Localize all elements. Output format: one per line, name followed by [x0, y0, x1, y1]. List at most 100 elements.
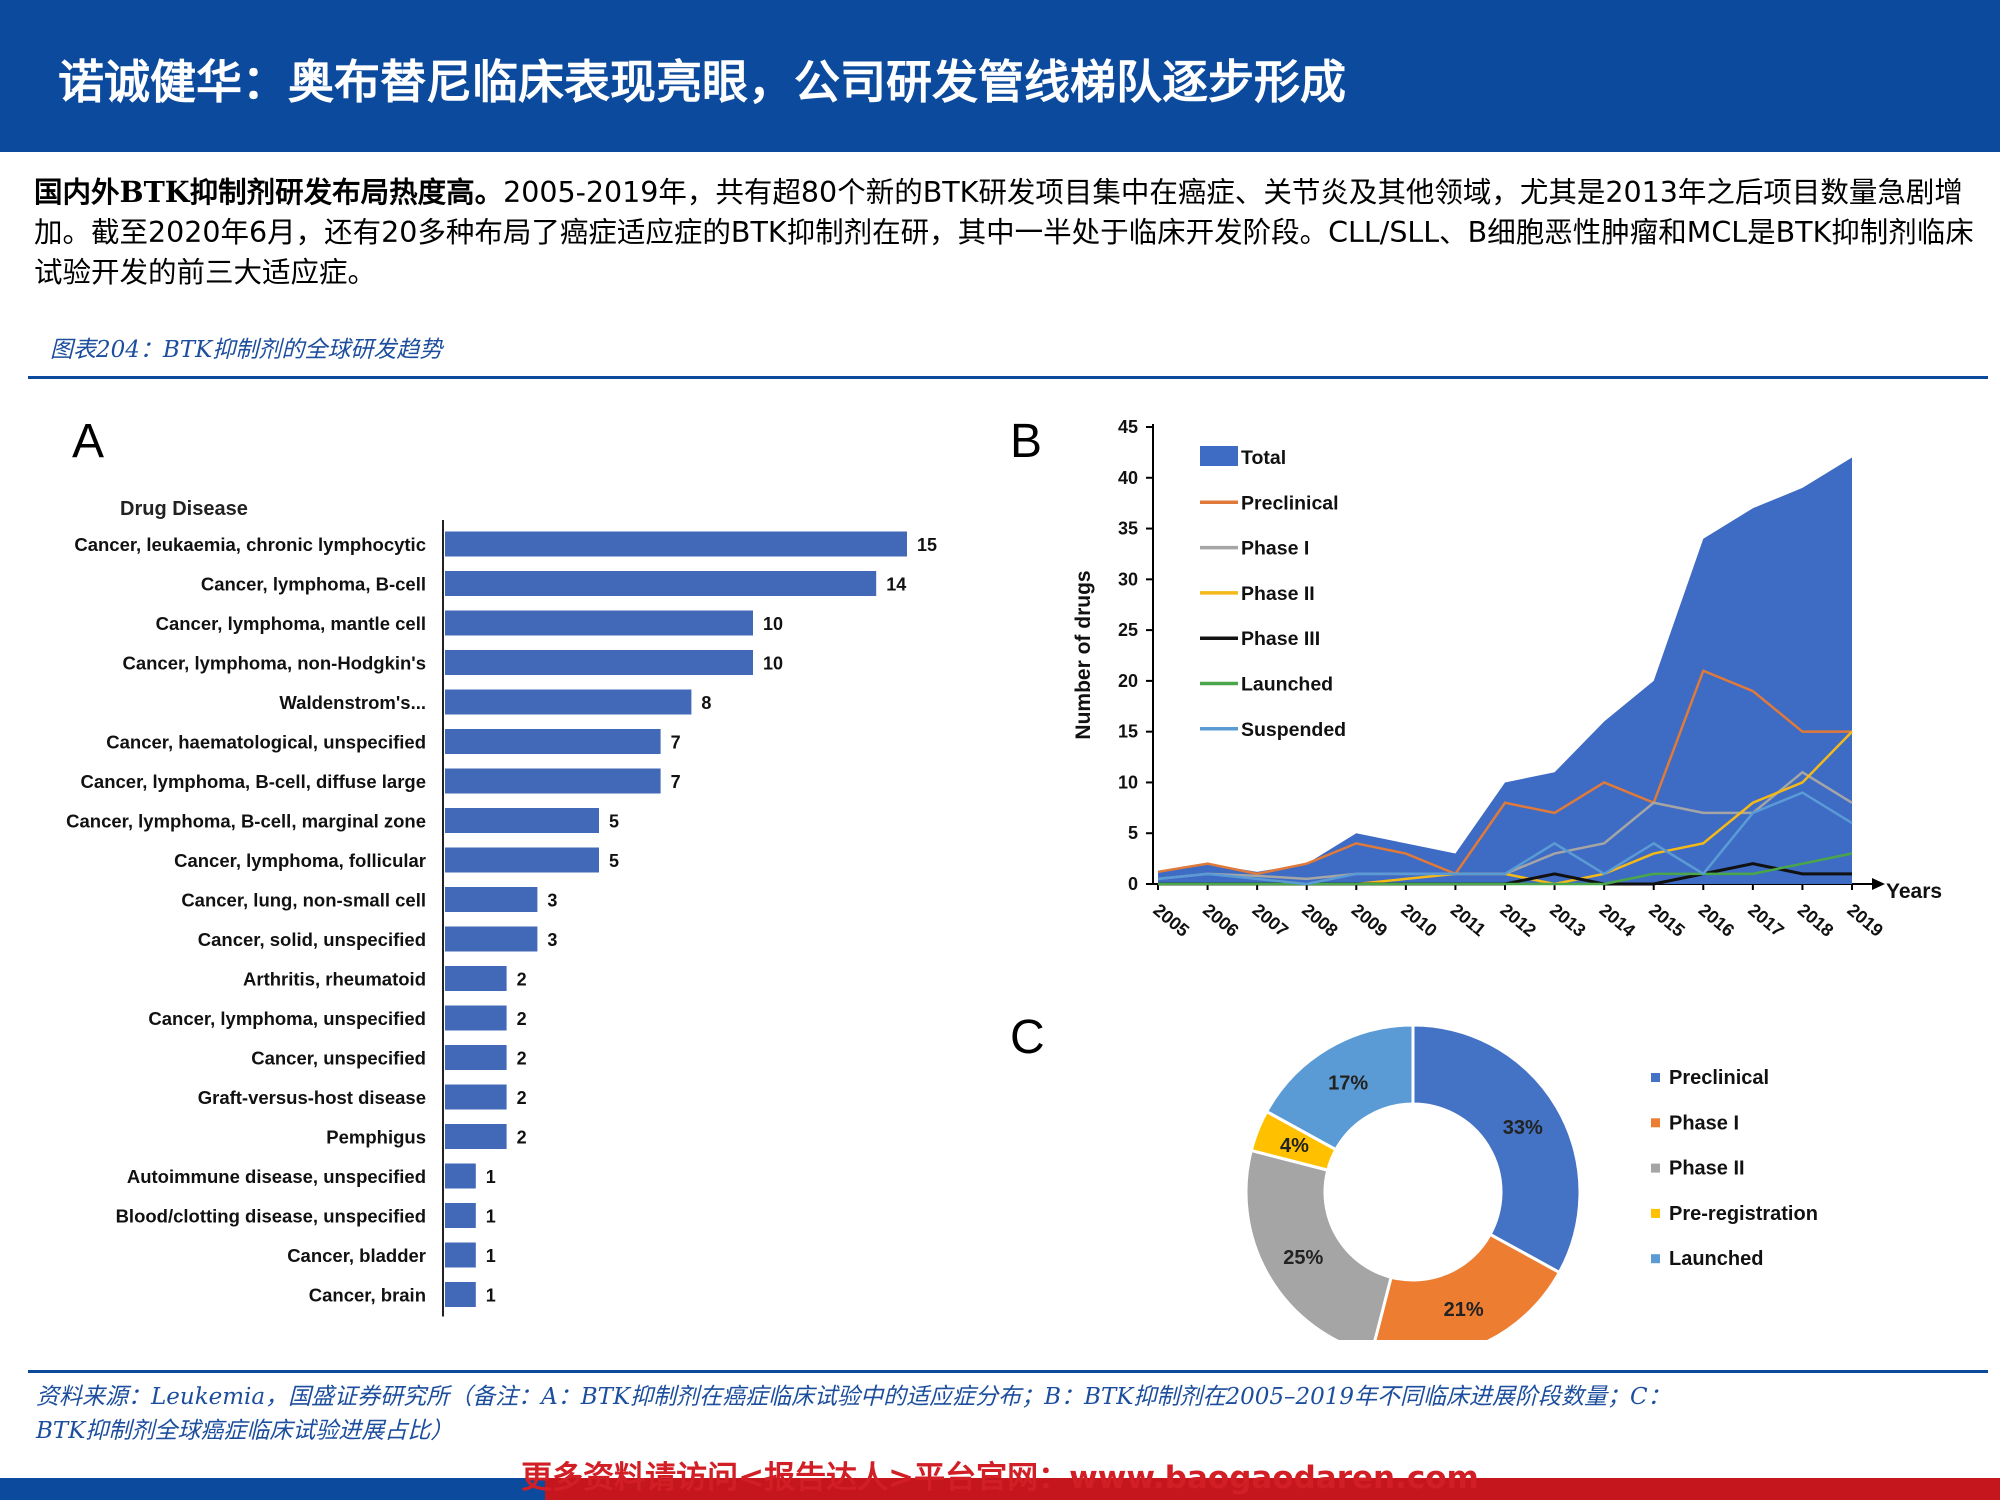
bar-value-label: 1 [486, 1286, 496, 1306]
bar-category-label: Arthritis, rheumatoid [243, 969, 426, 990]
bar [445, 1084, 507, 1110]
bar-category-label: Cancer, lymphoma, mantle cell [156, 613, 426, 634]
bar-category-label: Cancer, lymphoma, B-cell, marginal zone [66, 811, 426, 832]
bar-value-label: 2 [517, 1088, 527, 1108]
bar-value-label: 1 [486, 1246, 496, 1266]
chart-b-x-axis-label: Years [1886, 880, 1942, 903]
series-area-total [1158, 457, 1852, 884]
donut-slice-label: 21% [1444, 1299, 1484, 1321]
chart-b-y-tick-label: 0 [1128, 874, 1138, 894]
bar-value-label: 7 [671, 733, 681, 753]
bar-category-label: Autoimmune disease, unspecified [127, 1166, 426, 1187]
bottom-divider [28, 1370, 1988, 1373]
legend-label: Phase I [1241, 538, 1309, 560]
intro-body: 2005-2019年，共有超80个新的BTK研发项目集中在癌症、关节炎及其他领域… [34, 176, 1974, 289]
bar-category-label: Pemphigus [326, 1127, 426, 1148]
bar-category-label: Cancer, lymphoma, B-cell [201, 574, 426, 595]
bar [445, 1203, 476, 1228]
chart-a-title: Drug Disease [120, 498, 248, 520]
legend-label: Launched [1241, 674, 1333, 696]
donut-slice-label: 4% [1280, 1135, 1309, 1157]
legend-label: Total [1241, 447, 1286, 469]
bar-value-label: 10 [763, 614, 783, 634]
bar-category-label: Cancer, brain [309, 1285, 426, 1306]
bar-category-label: Cancer, lymphoma, B-cell, diffuse large [81, 771, 426, 792]
bar-category-label: Graft-versus-host disease [198, 1087, 426, 1108]
bar [445, 689, 692, 715]
chart-b-y-axis-label: Number of drugs [1072, 570, 1095, 739]
bar [445, 1005, 507, 1031]
bar-value-label: 1 [486, 1167, 496, 1187]
bar-category-label: Cancer, lung, non-small cell [181, 890, 426, 911]
bar-value-label: 7 [671, 772, 681, 792]
legend-label: Preclinical [1669, 1067, 1769, 1089]
chart-b-y-tick-label: 20 [1118, 671, 1138, 691]
chart-c-donut: 33% 21% 25% 4% 17% Preclinical Phase I Phase II… [1244, 1023, 1818, 1340]
bar [445, 531, 907, 557]
bar-value-label: 10 [763, 654, 783, 674]
bar [445, 1124, 507, 1149]
donut-slice-label: 25% [1283, 1247, 1323, 1269]
bar [445, 729, 661, 754]
chart-b-y-tick-label: 5 [1128, 823, 1138, 843]
bar [445, 571, 877, 596]
legend-swatch [1651, 1254, 1660, 1264]
bar [445, 1163, 476, 1189]
bar [445, 966, 507, 991]
legend-swatch [1651, 1208, 1660, 1218]
chart-b-x-tick-label: 2013 [1546, 900, 1590, 941]
bar-category-label: Cancer, unspecified [251, 1048, 426, 1069]
bar [445, 1045, 507, 1070]
chart-b-x-tick-label: 2009 [1348, 900, 1392, 941]
chart-b-x-tick-label: 2019 [1843, 900, 1887, 941]
source-line-2: BTK抑制剂全球癌症临床试验进展占比） [36, 1418, 454, 1444]
bar [445, 650, 753, 675]
legend-swatch [1651, 1118, 1660, 1128]
chart-b-y-tick-label: 40 [1118, 468, 1138, 488]
panel-b-letter: B [1010, 415, 1043, 468]
top-divider [28, 376, 1988, 379]
bar [445, 610, 753, 636]
bar-value-label: 2 [517, 1128, 527, 1148]
chart-b-x-tick-label: 2010 [1397, 900, 1441, 941]
legend-swatch [1200, 446, 1238, 466]
series-line-preclinical [1157, 669, 1852, 876]
donut-slice [1411, 1023, 1582, 1275]
header-bar [0, 0, 2000, 152]
figure-caption: 图表204：BTK抑制剂的全球研发趋势 [50, 337, 443, 363]
chart-b-x-tick-label: 2008 [1298, 900, 1342, 941]
bar [445, 808, 599, 833]
bar [445, 768, 661, 794]
bar-category-label: Cancer, leukaemia, chronic lymphocytic [74, 534, 426, 555]
chart-b-y-tick-label: 25 [1118, 620, 1138, 640]
legend-label: Phase III [1241, 628, 1320, 650]
bar-value-label: 1 [486, 1207, 496, 1227]
bar-value-label: 3 [547, 930, 557, 950]
chart-b-x-tick-label: 2006 [1199, 900, 1243, 941]
bar-category-label: Cancer, lymphoma, unspecified [148, 1008, 426, 1029]
donut-slice [1373, 1232, 1562, 1340]
chart-b-x-tick-label: 2005 [1149, 900, 1193, 941]
chart-b-x-tick-label: 2016 [1695, 900, 1739, 941]
legend-label: Pre-registration [1669, 1203, 1818, 1225]
bar-value-label: 15 [917, 535, 937, 555]
bar-value-label: 2 [517, 970, 527, 990]
footer-link[interactable]: 更多资料请访问<报告达人>平台官网：www.baogaodaren.com [521, 1460, 1479, 1496]
source-note: 资料来源：Leukemia，国盛证券研究所（备注：A：BTK抑制剂在癌症临床试验… [36, 1380, 1976, 1448]
panel-a-letter: A [72, 415, 105, 468]
series-line-launched [1158, 852, 1853, 886]
bar-category-label: Cancer, bladder [287, 1245, 426, 1266]
legend-label: Suspended [1241, 719, 1346, 741]
chart-b-x-tick-label: 2012 [1496, 900, 1540, 941]
bar-category-label: Blood/clotting disease, unspecified [116, 1206, 426, 1227]
chart-b-x-tick-label: 2011 [1447, 900, 1490, 940]
chart-b-y-tick-label: 35 [1118, 519, 1138, 539]
series-line-suspended [1157, 791, 1853, 886]
legend-label: Preclinical [1241, 492, 1339, 514]
chart-b-y-tick-label: 15 [1118, 722, 1138, 742]
chart-b-y-tick-label: 45 [1118, 417, 1138, 437]
legend-label: Phase II [1669, 1158, 1745, 1180]
chart-b-x-tick-label: 2014 [1596, 900, 1640, 941]
bar-value-label: 3 [547, 891, 557, 911]
bar [445, 926, 538, 952]
